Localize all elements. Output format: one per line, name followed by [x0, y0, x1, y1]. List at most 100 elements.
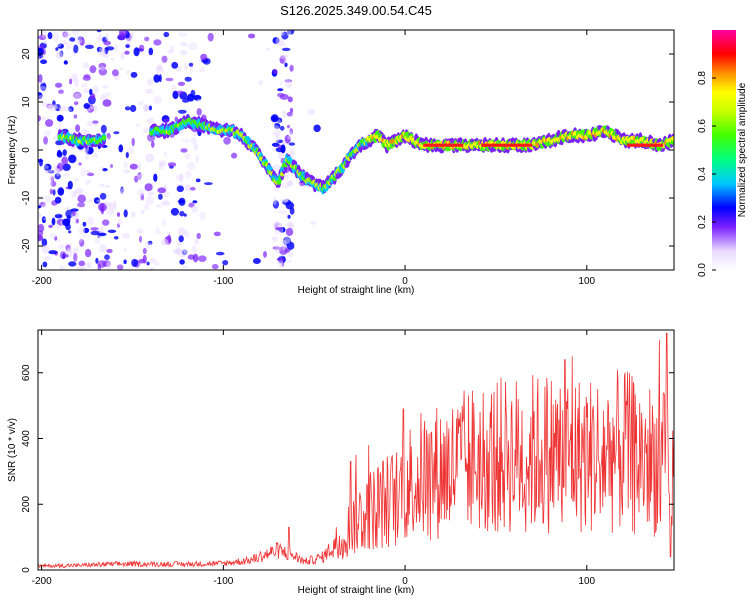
y-tick-label: 0 — [21, 147, 32, 153]
noise-blob — [276, 139, 284, 144]
noise-blob — [41, 101, 49, 107]
colorbar-tick-label: 0.8 — [697, 71, 708, 85]
noise-blob — [99, 66, 105, 71]
noise-blob — [40, 82, 47, 91]
noise-blob — [44, 169, 53, 173]
y-tick-label: 0 — [21, 567, 32, 573]
noise-blob — [123, 209, 128, 218]
noise-blob — [45, 119, 54, 127]
noise-blob — [123, 161, 128, 168]
noise-blob — [98, 33, 103, 42]
noise-blob — [176, 90, 184, 95]
noise-blob — [38, 115, 41, 122]
noise-blob — [63, 60, 68, 65]
noise-blob — [96, 30, 102, 33]
noise-blob — [87, 126, 94, 135]
noise-blob — [52, 133, 57, 137]
noise-blob — [89, 65, 97, 74]
noise-blob — [104, 66, 114, 71]
noise-blob — [86, 235, 94, 241]
noise-blob — [38, 95, 44, 100]
noise-blob — [284, 237, 291, 245]
noise-blob — [178, 235, 184, 243]
noise-blob — [100, 203, 105, 212]
noise-blob — [231, 152, 238, 159]
noise-blob — [116, 212, 121, 217]
noise-blob — [67, 107, 72, 113]
noise-blob — [189, 187, 196, 191]
noise-blob — [153, 173, 158, 182]
noise-blob — [38, 224, 45, 233]
noise-blob — [125, 44, 130, 48]
noise-blob — [158, 64, 163, 72]
noise-blob — [43, 256, 52, 261]
noise-blob — [163, 118, 170, 123]
noise-blob — [104, 254, 110, 260]
noise-blob — [143, 127, 149, 134]
noise-blob — [39, 201, 46, 208]
noise-blob — [88, 199, 92, 203]
noise-blob — [263, 251, 267, 258]
noise-blob — [170, 207, 179, 216]
noise-blob — [272, 200, 279, 209]
noise-blob — [59, 251, 67, 260]
noise-blob — [100, 225, 104, 235]
noise-blob — [258, 79, 264, 86]
noise-blob — [50, 181, 57, 187]
noise-blob — [134, 160, 144, 164]
y-tick-label: 600 — [21, 364, 32, 381]
noise-blob — [184, 152, 191, 160]
noise-blob — [148, 105, 153, 111]
noise-blob — [73, 189, 78, 197]
noise-blob — [136, 228, 144, 234]
noise-blob — [140, 130, 149, 136]
noise-blob — [134, 175, 139, 183]
noise-blob — [279, 93, 289, 100]
noise-blob — [74, 67, 82, 76]
noise-blob — [252, 258, 261, 264]
noise-blob — [199, 67, 206, 73]
noise-blob — [289, 128, 294, 135]
noise-blob — [82, 232, 87, 238]
noise-blob — [287, 135, 293, 140]
noise-blob — [190, 137, 197, 145]
colorbar-tick-label: 0.0 — [697, 263, 708, 277]
noise-blob — [102, 99, 112, 107]
noise-blob — [52, 32, 60, 41]
y-tick-label: -10 — [21, 190, 32, 205]
noise-blob — [53, 206, 57, 215]
noise-blob — [281, 31, 289, 40]
noise-blob — [38, 34, 47, 40]
noise-blob — [285, 201, 295, 210]
noise-blob — [274, 245, 281, 254]
noise-blob — [194, 238, 199, 245]
ridge-peak-mark — [626, 143, 664, 147]
noise-blob — [84, 248, 92, 258]
noise-blob — [177, 227, 186, 237]
noise-blob — [174, 116, 179, 123]
noise-blob — [280, 71, 284, 75]
noise-blob — [51, 145, 61, 150]
noise-blob — [41, 116, 46, 121]
noise-blob — [73, 114, 78, 119]
noise-blob — [80, 83, 88, 88]
noise-blob — [100, 166, 104, 171]
noise-blob — [282, 140, 286, 145]
noise-blob — [272, 246, 281, 250]
noise-blob — [38, 216, 41, 223]
noise-blob — [114, 116, 123, 121]
noise-blob — [48, 224, 53, 228]
noise-blob — [274, 122, 281, 130]
noise-blob — [287, 96, 293, 103]
noise-blob — [55, 40, 62, 47]
noise-blob — [158, 162, 164, 170]
noise-blob — [289, 44, 294, 53]
noise-blob — [43, 217, 51, 221]
noise-blob — [271, 236, 278, 242]
noise-blob — [285, 259, 292, 264]
noise-blob — [172, 170, 180, 180]
noise-blob — [178, 30, 183, 37]
noise-blob — [281, 240, 287, 248]
noise-blob — [126, 146, 135, 155]
noise-blob — [137, 162, 142, 171]
